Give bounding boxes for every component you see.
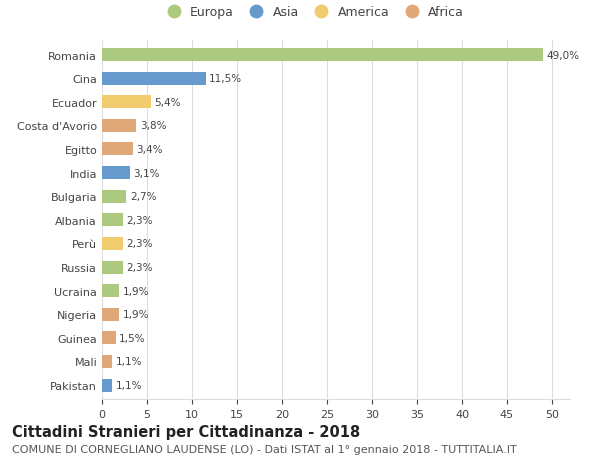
Text: 2,3%: 2,3% [127, 239, 153, 249]
Text: Cittadini Stranieri per Cittadinanza - 2018: Cittadini Stranieri per Cittadinanza - 2… [12, 425, 360, 440]
Bar [102, 73, 205, 85]
Text: 2,7%: 2,7% [130, 192, 157, 202]
Text: 1,5%: 1,5% [119, 333, 146, 343]
Bar [102, 331, 116, 345]
Text: 1,9%: 1,9% [123, 286, 149, 296]
Bar [102, 190, 127, 203]
Text: 3,4%: 3,4% [136, 145, 163, 155]
Text: 2,3%: 2,3% [127, 263, 153, 273]
Text: 11,5%: 11,5% [209, 74, 242, 84]
Bar [102, 167, 130, 179]
Bar [102, 237, 123, 250]
Bar [102, 214, 123, 227]
Text: 1,1%: 1,1% [116, 357, 142, 367]
Text: 2,3%: 2,3% [127, 215, 153, 225]
Bar [102, 120, 136, 133]
Text: 1,9%: 1,9% [123, 309, 149, 319]
Text: 3,8%: 3,8% [140, 121, 166, 131]
Bar [102, 96, 151, 109]
Bar [102, 49, 543, 62]
Text: 3,1%: 3,1% [133, 168, 160, 178]
Bar [102, 308, 119, 321]
Bar [102, 285, 119, 297]
Text: 5,4%: 5,4% [154, 98, 181, 107]
Text: 49,0%: 49,0% [547, 50, 580, 61]
Bar [102, 355, 112, 368]
Bar [102, 261, 123, 274]
Bar [102, 379, 112, 392]
Text: 1,1%: 1,1% [116, 380, 142, 390]
Bar [102, 143, 133, 156]
Legend: Europa, Asia, America, Africa: Europa, Asia, America, Africa [156, 1, 469, 24]
Text: COMUNE DI CORNEGLIANO LAUDENSE (LO) - Dati ISTAT al 1° gennaio 2018 - TUTTITALIA: COMUNE DI CORNEGLIANO LAUDENSE (LO) - Da… [12, 444, 517, 454]
